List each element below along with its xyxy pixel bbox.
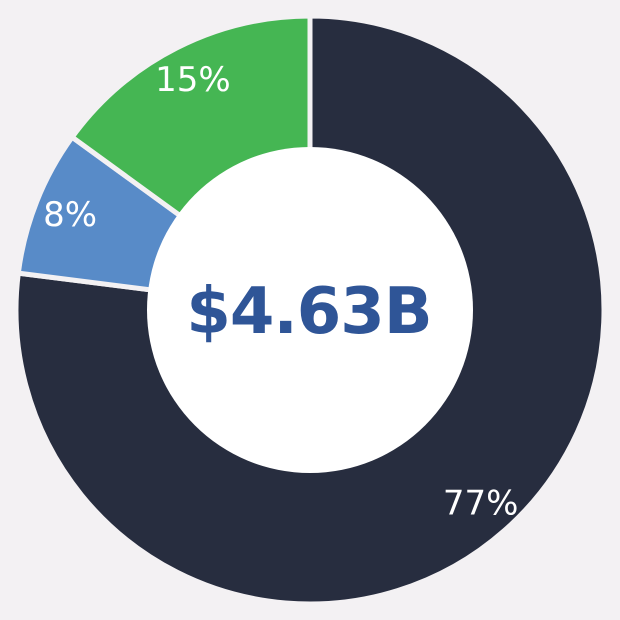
slice-label-3: 15%	[155, 60, 231, 100]
slice-label-1: 77%	[443, 484, 519, 524]
slice-labels: 77% 8% 15%	[43, 60, 518, 523]
donut-center-hole	[147, 147, 473, 473]
center-total-label: $4.63B	[186, 275, 431, 349]
slice-label-2: 8%	[43, 195, 97, 235]
